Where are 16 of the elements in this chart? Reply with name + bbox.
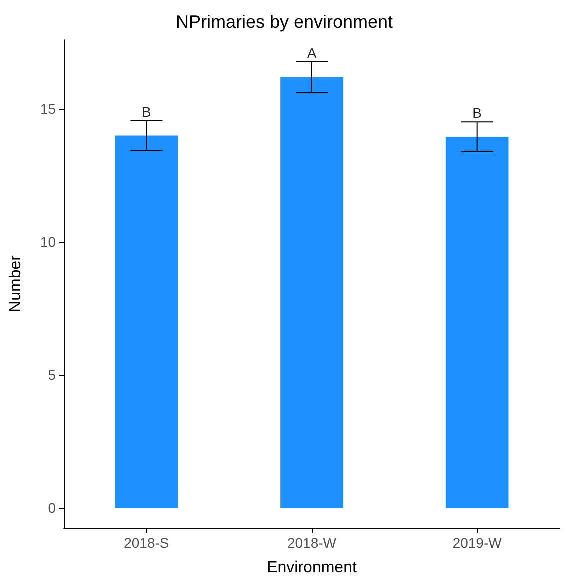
x-tick-label: 2018-S [124,535,170,551]
bar [115,136,178,508]
annotation: A [307,44,318,61]
chart-title: NPrimaries by environment [176,12,394,32]
annotation: B [472,105,482,122]
y-tick-label: 0 [48,500,56,516]
x-axis-title: Environment [267,560,358,576]
x-tick-label: 2019-W [452,535,503,551]
y-tick-label: 10 [40,234,56,250]
y-tick-label: 15 [40,101,56,118]
x-tick-label: 2018-W [287,535,338,551]
annotation: B [142,104,152,120]
bar [446,137,509,508]
y-tick-label: 5 [48,367,56,384]
bar [280,77,344,508]
y-axis-title: Number [8,254,24,312]
